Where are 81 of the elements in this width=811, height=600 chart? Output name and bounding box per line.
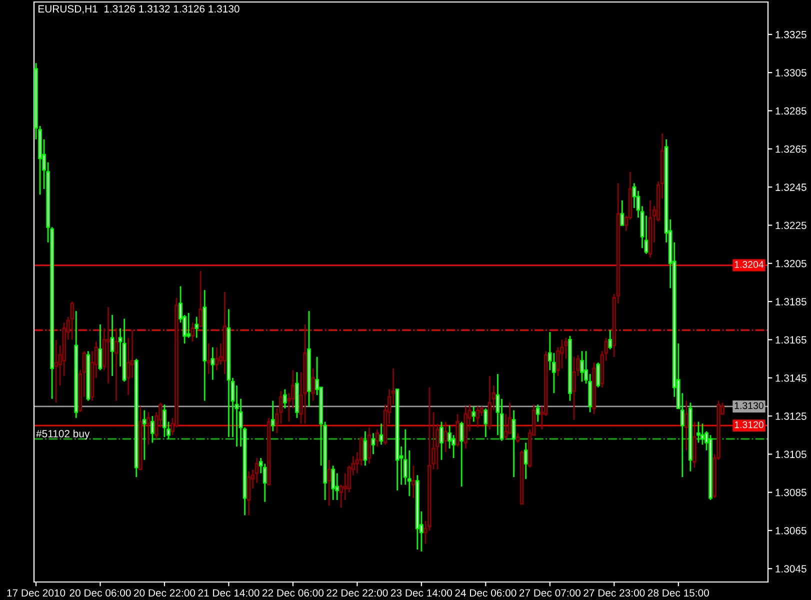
y-tick-label: 1.3045 (776, 565, 806, 573)
candlestick (186, 312, 190, 338)
candlestick (150, 415, 154, 444)
candlestick (98, 324, 102, 371)
candlestick (596, 362, 600, 388)
x-tick-label: 20 Dec 22:00 (134, 589, 196, 597)
candlestick (620, 200, 624, 226)
candlestick (504, 413, 508, 440)
y-tick-label: 1.3065 (776, 526, 806, 534)
x-tick-label: 20 Dec 06:00 (70, 589, 131, 597)
candlestick (440, 421, 444, 461)
candlestick (210, 346, 215, 380)
candlestick (460, 421, 464, 488)
candlestick (54, 339, 58, 404)
candlestick (327, 459, 331, 506)
candlestick (106, 306, 110, 384)
y-tick-label: 1.3125 (776, 412, 806, 420)
candlestick (684, 400, 688, 452)
candlestick (516, 432, 520, 444)
candlestick (512, 410, 516, 478)
y-tick-label: 1.3145 (776, 374, 806, 382)
ref-line-label: 1.3130 (734, 402, 764, 410)
candlestick (110, 314, 114, 377)
candlestick (283, 388, 287, 410)
candlestick (146, 412, 150, 446)
x-tick-label: 21 Dec 14:00 (198, 589, 260, 597)
candlestick (198, 270, 203, 328)
candlestick (246, 470, 251, 516)
candlestick (214, 346, 219, 371)
y-tick-label: 1.3225 (776, 222, 806, 230)
candlestick (444, 421, 448, 453)
candlestick (162, 404, 166, 438)
y-tick-label: 1.3305 (776, 69, 806, 76)
candlestick (536, 404, 540, 422)
candlestick (371, 432, 376, 455)
x-tick-label: 27 Dec 23:00 (584, 589, 645, 597)
x-tick-label: 22 Dec 06:00 (262, 589, 324, 597)
x-tick-label: 24 Dec 06:00 (455, 589, 516, 597)
candlestick (700, 422, 704, 446)
candlestick (367, 426, 372, 464)
candlestick (379, 422, 384, 446)
candlestick (524, 442, 528, 480)
y-tick-label: 1.3185 (776, 298, 806, 306)
x-tick-label: 17 Dec 2010 (7, 589, 66, 597)
y-tick-label: 1.3325 (776, 30, 806, 38)
y-tick-label: 1.3265 (776, 145, 806, 153)
candlestick (206, 342, 211, 375)
y-tick-label: 1.3285 (776, 107, 806, 115)
candlestick (484, 408, 488, 438)
x-tick-label: 23 Dec 14:00 (390, 589, 452, 597)
candlestick (412, 464, 416, 499)
x-tick-label: 28 Dec 15:00 (648, 589, 709, 597)
candlestick (580, 350, 584, 382)
candlestick (696, 421, 700, 444)
candlestick (194, 316, 198, 338)
candlestick (142, 410, 146, 461)
ref-line-label: 1.3120 (734, 421, 764, 428)
y-tick-label: 1.3245 (776, 184, 806, 191)
candlestick (488, 375, 492, 430)
y-tick-label: 1.3205 (776, 260, 806, 268)
y-tick-label: 1.3105 (776, 450, 806, 458)
chart-title: EURUSD,H1 1.3126 1.3132 1.3126 1.3130 (38, 5, 240, 14)
candlestick (363, 430, 368, 466)
candlestick (572, 356, 576, 421)
candlestick (472, 406, 476, 422)
candlestick (456, 413, 460, 448)
x-tick-label: 27 Dec 07:00 (519, 589, 580, 597)
y-tick-label: 1.3165 (776, 336, 806, 344)
annotation: #51102 buy (36, 430, 90, 440)
ref-line-label: 1.3204 (734, 261, 764, 268)
candlestick (375, 428, 380, 448)
candlestick (608, 329, 612, 350)
candlestick (270, 400, 275, 432)
y-tick-label: 1.3085 (776, 488, 806, 496)
candlestick (311, 368, 315, 402)
candlestick (190, 322, 194, 342)
x-tick-label: 22 Dec 22:00 (326, 589, 388, 597)
candlestick (114, 328, 118, 402)
candlestick (70, 300, 74, 340)
candlestick (476, 406, 480, 428)
candlestick (331, 464, 336, 501)
